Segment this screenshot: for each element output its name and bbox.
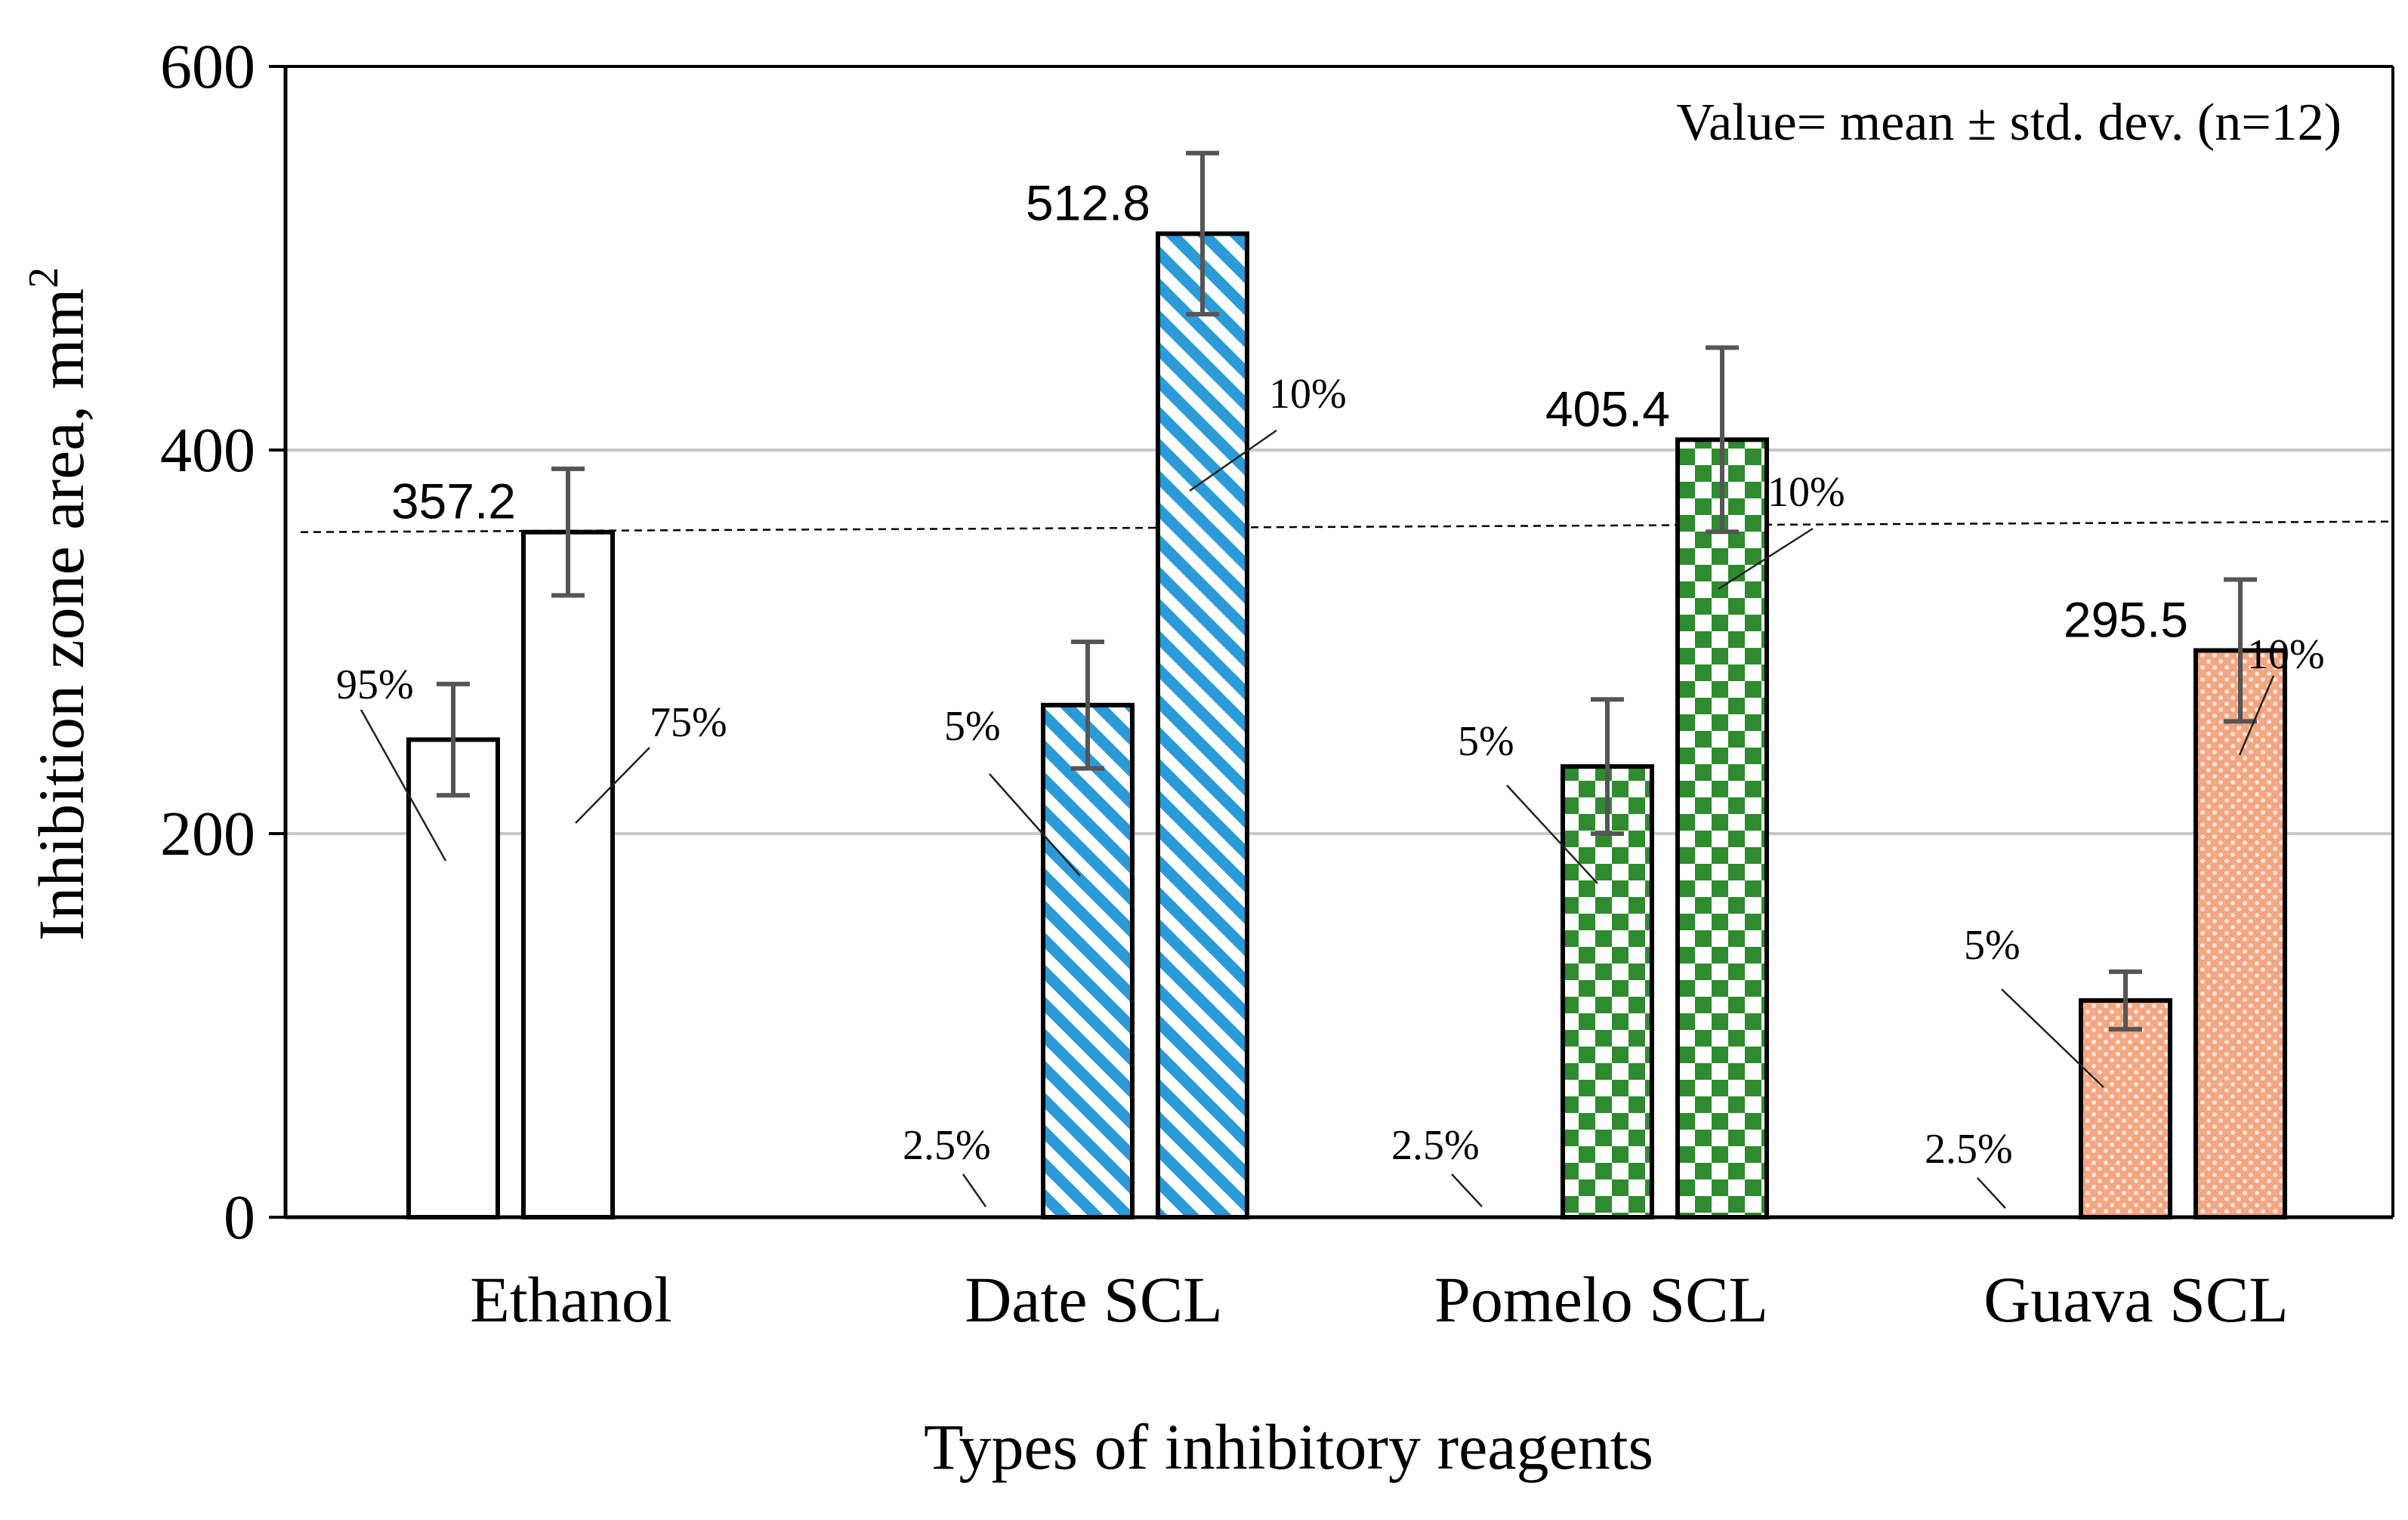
bar	[1675, 437, 1769, 1219]
labels: Ethanol 95% 75% 357.2 Date SCL 2.5% 5% 10% 512.8…	[336, 174, 2325, 1336]
bar	[406, 737, 500, 1219]
concentration-label: 5%	[1964, 922, 2021, 969]
concentration-label: 2.5%	[1925, 1126, 2013, 1173]
value-label: 295.5	[2064, 591, 2188, 647]
x-axis-title: Types of inhibitory reagents	[924, 1411, 1653, 1483]
leader-line	[1189, 429, 1277, 492]
bar	[1561, 764, 1654, 1219]
concentration-label: 10%	[1269, 371, 1347, 418]
bar	[2079, 997, 2172, 1219]
stats-annotation: Value= mean ± std. dev. (n=12)	[1676, 94, 2342, 152]
y-ticks: 0 200 400 600	[160, 32, 286, 1253]
concentration-label: 5%	[944, 703, 1001, 750]
y-tick-label: 0	[224, 1182, 255, 1253]
leader-line	[1506, 785, 1598, 884]
concentration-label: 95%	[336, 661, 414, 708]
leader-line	[962, 1173, 987, 1207]
x-category-label: Guava SCL	[1984, 1263, 2289, 1336]
leader-line	[1451, 1173, 1483, 1207]
leader-line	[2238, 675, 2275, 756]
y-tick-label: 400	[160, 415, 255, 486]
leader-line	[1718, 527, 1814, 590]
reference-line	[300, 520, 2394, 533]
bar	[2193, 648, 2287, 1219]
y-axis-title-text: Inhibition zone area, mm	[25, 288, 97, 942]
value-label: 357.2	[391, 473, 516, 529]
concentration-label: 2.5%	[1391, 1122, 1480, 1169]
leader-line	[1977, 1177, 2006, 1209]
concentration-label: 5%	[1458, 718, 1514, 765]
x-category-label: Pomelo SCL	[1434, 1263, 1768, 1336]
y-axis-title: Inhibition zone area, mm2	[20, 267, 97, 942]
x-category-label: Ethanol	[470, 1263, 672, 1336]
y-tick-label: 200	[160, 799, 255, 869]
gridlines	[286, 449, 2393, 835]
y-tick-label: 600	[160, 32, 255, 102]
value-label: 512.8	[1026, 174, 1150, 230]
bar	[1041, 702, 1135, 1219]
leader-line	[989, 773, 1081, 877]
bar	[1156, 231, 1249, 1219]
concentration-label: 10%	[2247, 631, 2325, 678]
bar	[521, 529, 615, 1219]
concentration-label: 75%	[650, 699, 727, 746]
concentration-label: 10%	[1767, 469, 1845, 516]
x-category-label: Date SCL	[965, 1263, 1223, 1336]
leader-line	[360, 709, 447, 862]
concentration-label: 2.5%	[903, 1122, 991, 1169]
leader-line	[575, 747, 650, 824]
leader-line	[2001, 988, 2104, 1088]
y-axis-title-superscript: 2	[20, 267, 67, 288]
value-label: 405.4	[1545, 381, 1670, 436]
bars	[406, 150, 2287, 1219]
